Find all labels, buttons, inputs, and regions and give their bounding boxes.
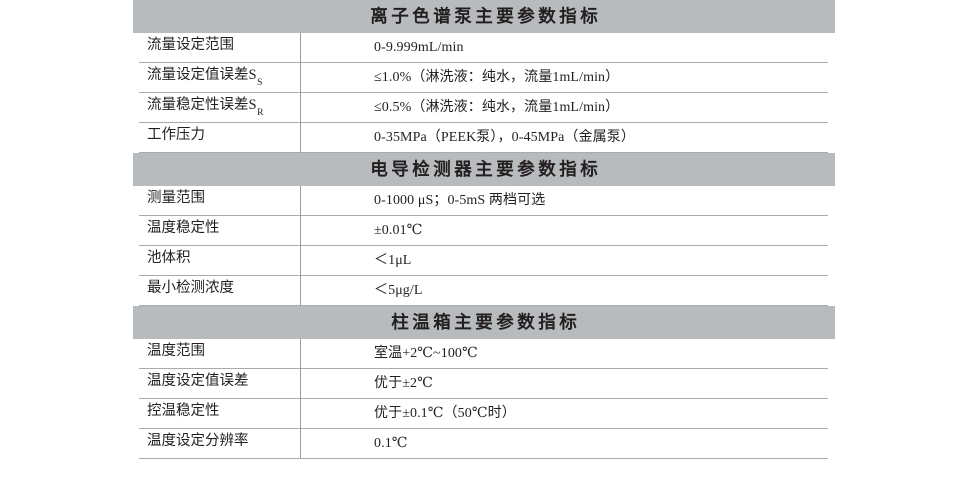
- row-label: 测量范围: [139, 191, 306, 209]
- row-value: ＜5μg/L: [374, 282, 423, 298]
- row-value: 室温+2℃~100℃: [374, 345, 478, 361]
- table-row: 工作压力 0-35MPa（PEEK泵），0-45MPa（金属泵）: [139, 123, 828, 153]
- row-label-subscript: R: [257, 108, 264, 119]
- section-header-column-oven: 柱温箱主要参数指标: [133, 306, 835, 339]
- row-label-text: 温度稳定性: [147, 220, 220, 237]
- row-label-text: 工作压力: [147, 127, 205, 144]
- section-title: 柱温箱主要参数指标: [391, 311, 581, 332]
- row-label: 控温稳定性: [139, 404, 306, 422]
- section-rows-column-oven: 温度范围 室温+2℃~100℃ 温度设定值误差 优于±2℃ 控温稳定性 优于±0…: [133, 339, 835, 459]
- table-row: 温度设定分辨率 0.1℃: [139, 429, 828, 459]
- row-label-text: 测量范围: [147, 190, 205, 207]
- row-label-text: 温度设定值误差: [147, 373, 249, 390]
- row-label: 温度设定分辨率: [139, 434, 306, 452]
- row-label: 温度稳定性: [139, 221, 306, 239]
- table-row: 流量稳定性误差SR ≤0.5%（淋洗液：纯水，流量1mL/min）: [139, 93, 828, 123]
- row-label: 最小检测浓度: [139, 281, 306, 299]
- table-row: 温度设定值误差 优于±2℃: [139, 369, 828, 399]
- row-label-text: 池体积: [147, 250, 191, 267]
- table-row: 流量设定值误差SS ≤1.0%（淋洗液：纯水，流量1mL/min）: [139, 63, 828, 93]
- row-label-text: 流量设定范围: [147, 37, 234, 54]
- row-label-text: 温度设定分辨率: [147, 433, 249, 450]
- row-label: 工作压力: [139, 128, 306, 146]
- table-row: 测量范围 0-1000 μS；0-5mS 两档可选: [139, 186, 828, 216]
- row-label: 温度设定值误差: [139, 374, 306, 392]
- table-row: 池体积 ＜1μL: [139, 246, 828, 276]
- row-value: ＜1μL: [374, 252, 412, 268]
- table-row: 温度范围 室温+2℃~100℃: [139, 339, 828, 369]
- section-title: 电导检测器主要参数指标: [370, 158, 602, 179]
- table-row: 最小检测浓度 ＜5μg/L: [139, 276, 828, 306]
- row-value: 0-1000 μS；0-5mS 两档可选: [374, 192, 546, 208]
- row-value: ±0.01℃: [374, 222, 423, 238]
- table-row: 流量设定范围 0-9.999mL/min: [139, 33, 828, 63]
- specification-sheet: 离子色谱泵主要参数指标 流量设定范围 0-9.999mL/min 流量设定值误差…: [133, 0, 835, 459]
- row-label-subscript: S: [257, 78, 263, 89]
- row-value: 优于±0.1℃（50℃时）: [374, 405, 516, 421]
- row-value: 0.1℃: [374, 435, 408, 451]
- section-header-conductivity-detector: 电导检测器主要参数指标: [133, 153, 835, 186]
- section-header-ion-chromatography-pump: 离子色谱泵主要参数指标: [133, 0, 835, 33]
- row-label: 流量设定值误差SS: [139, 67, 306, 89]
- row-value: 0-35MPa（PEEK泵），0-45MPa（金属泵）: [374, 129, 635, 145]
- table-row: 温度稳定性 ±0.01℃: [139, 216, 828, 246]
- row-label-text: 控温稳定性: [147, 403, 220, 420]
- row-label-text: 最小检测浓度: [147, 280, 234, 297]
- row-label: 流量稳定性误差SR: [139, 97, 306, 119]
- row-value: ≤0.5%（淋洗液：纯水，流量1mL/min）: [374, 99, 620, 115]
- row-label: 池体积: [139, 251, 306, 269]
- section-rows-ion-chromatography-pump: 流量设定范围 0-9.999mL/min 流量设定值误差SS ≤1.0%（淋洗液…: [133, 33, 835, 153]
- row-label: 流量设定范围: [139, 38, 306, 56]
- row-label-text: 流量稳定性误差S: [147, 97, 257, 114]
- table-row: 控温稳定性 优于±0.1℃（50℃时）: [139, 399, 828, 429]
- row-label-text: 流量设定值误差S: [147, 67, 257, 84]
- row-value: 0-9.999mL/min: [374, 39, 464, 55]
- row-label: 温度范围: [139, 344, 306, 362]
- section-title: 离子色谱泵主要参数指标: [370, 5, 602, 26]
- row-value: ≤1.0%（淋洗液：纯水，流量1mL/min）: [374, 69, 620, 85]
- section-rows-conductivity-detector: 测量范围 0-1000 μS；0-5mS 两档可选 温度稳定性 ±0.01℃ 池…: [133, 186, 835, 306]
- row-value: 优于±2℃: [374, 375, 433, 391]
- row-label-text: 温度范围: [147, 343, 205, 360]
